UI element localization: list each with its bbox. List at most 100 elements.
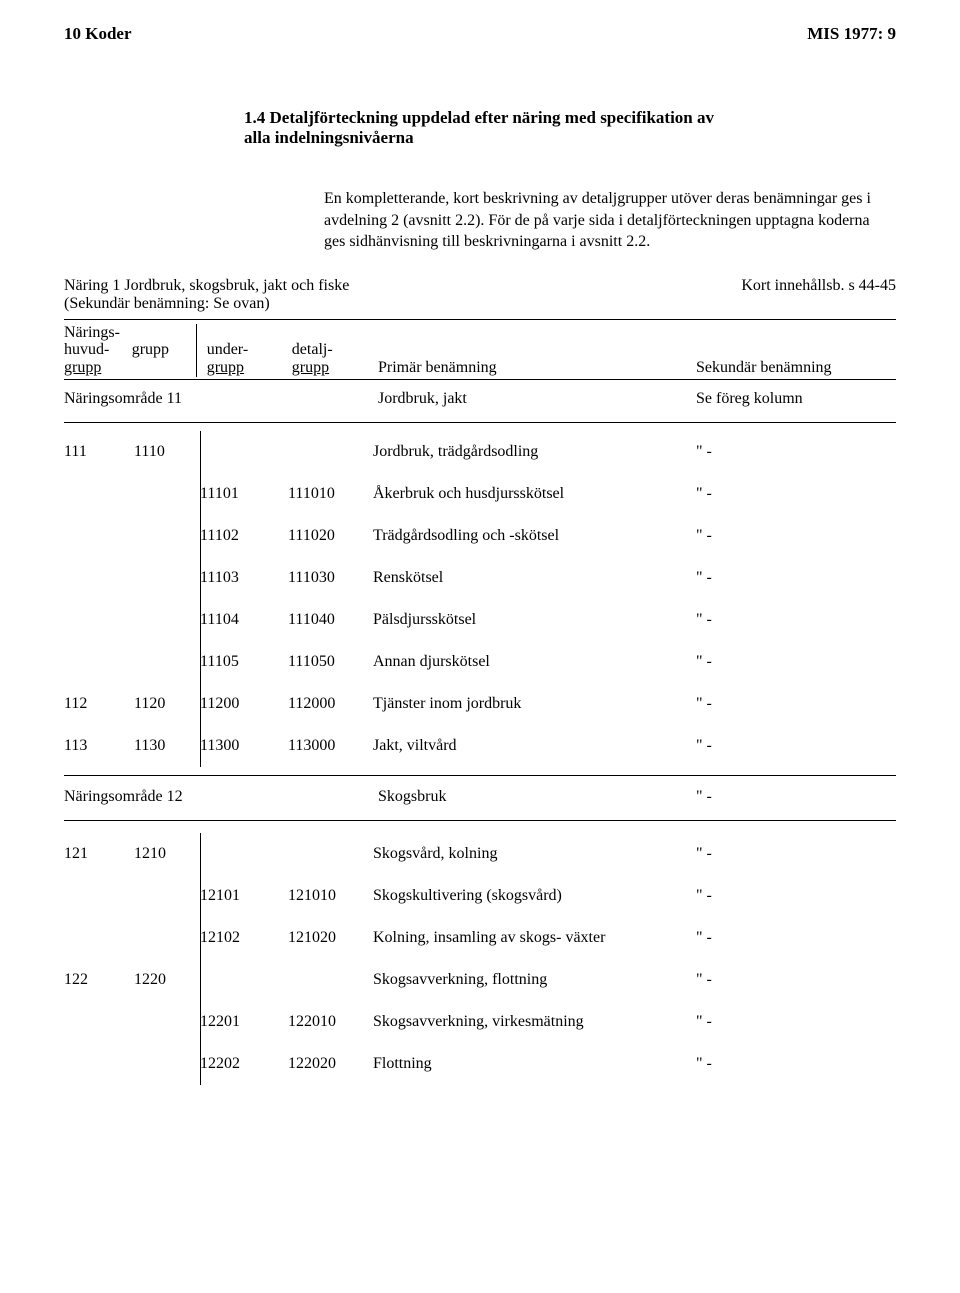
table-row: 12102121020Kolning, insamling av skogs- … — [64, 917, 896, 959]
area-12-row: Näringsområde 12 Skogsbruk " - — [64, 788, 896, 806]
col-primar: Primär benämning — [374, 359, 696, 377]
cell-under: 11105 — [200, 641, 288, 683]
cell-detalj: 111040 — [288, 599, 373, 641]
cell-huvud — [64, 875, 134, 917]
cell-grupp: 1130 — [134, 725, 200, 767]
cell-secondary: " - — [696, 1001, 896, 1043]
column-header-left: Närings- huvud- grupp grupp under- grupp… — [64, 324, 374, 377]
cell-primary: Flottning — [373, 1043, 696, 1085]
cell-secondary: " - — [696, 641, 896, 683]
cell-secondary: " - — [696, 515, 896, 557]
col-grupp-label: grupp — [132, 341, 169, 358]
cell-huvud — [64, 641, 134, 683]
cell-secondary: " - — [696, 431, 896, 473]
cell-huvud: 122 — [64, 959, 134, 1001]
cell-under — [200, 431, 288, 473]
cell-under: 12102 — [200, 917, 288, 959]
col-detalj-1: detalj- — [292, 341, 333, 358]
cell-grupp — [134, 641, 200, 683]
cell-detalj — [288, 959, 373, 1001]
cell-grupp: 1220 — [134, 959, 200, 1001]
table-12: 1211210Skogsvård, kolning" -12101121010S… — [64, 833, 896, 1085]
cell-secondary: " - — [696, 959, 896, 1001]
cell-primary: Jordbruk, trädgårdsodling — [373, 431, 696, 473]
cell-grupp — [134, 557, 200, 599]
header-left: 10 Koder — [64, 24, 132, 44]
cell-secondary: " - — [696, 473, 896, 515]
cell-under: 11102 — [200, 515, 288, 557]
cell-grupp: 1210 — [134, 833, 200, 875]
cell-grupp — [134, 515, 200, 557]
page: 10 Koder MIS 1977: 9 1.4 Detaljförteckni… — [0, 0, 960, 1293]
cell-detalj: 122020 — [288, 1043, 373, 1085]
header-right: MIS 1977: 9 — [807, 24, 896, 44]
cell-huvud — [64, 1043, 134, 1085]
col-detalj-2: grupp — [292, 359, 329, 376]
table-row: 11102111020Trädgårdsodling och -skötsel"… — [64, 515, 896, 557]
cell-huvud — [64, 599, 134, 641]
table-row: 112112011200112000Tjänster inom jordbruk… — [64, 683, 896, 725]
cell-primary: Renskötsel — [373, 557, 696, 599]
col-narings-2: huvud- — [64, 341, 109, 358]
cell-grupp — [134, 473, 200, 515]
cell-under — [200, 833, 288, 875]
cell-primary: Skogsavverkning, flottning — [373, 959, 696, 1001]
cell-secondary: " - — [696, 917, 896, 959]
cell-primary: Kolning, insamling av skogs- växter — [373, 917, 696, 959]
cell-under: 11300 — [200, 725, 288, 767]
cell-detalj: 122010 — [288, 1001, 373, 1043]
intro-text: En kompletterande, kort beskrivning av d… — [324, 188, 884, 253]
cell-primary: Trädgårdsodling och -skötsel — [373, 515, 696, 557]
cell-under — [200, 959, 288, 1001]
table-row: 1111110Jordbruk, trädgårdsodling" - — [64, 431, 896, 473]
cell-under: 12101 — [200, 875, 288, 917]
cell-huvud — [64, 557, 134, 599]
subhead-right: Kort innehållsb. s 44-45 — [741, 277, 896, 313]
cell-grupp — [134, 917, 200, 959]
cell-secondary: " - — [696, 1043, 896, 1085]
table-row: 11101111010Åkerbruk och husdjursskötsel"… — [64, 473, 896, 515]
cell-under: 11101 — [200, 473, 288, 515]
cell-secondary: " - — [696, 599, 896, 641]
cell-primary: Skogsavverkning, virkesmätning — [373, 1001, 696, 1043]
cell-detalj: 111030 — [288, 557, 373, 599]
cell-under: 12202 — [200, 1043, 288, 1085]
area-11-secondary: Se föreg kolumn — [696, 390, 896, 408]
table-row: 12202122020Flottning" - — [64, 1043, 896, 1085]
cell-secondary: " - — [696, 557, 896, 599]
subhead-left-line1: Näring 1 Jordbruk, skogsbruk, jakt och f… — [64, 277, 349, 295]
cell-primary: Skogskultivering (skogsvård) — [373, 875, 696, 917]
col-sekundar: Sekundär benämning — [696, 359, 896, 377]
cell-secondary: " - — [696, 875, 896, 917]
cell-under: 12201 — [200, 1001, 288, 1043]
area-12-secondary: " - — [696, 788, 896, 806]
cell-detalj — [288, 431, 373, 473]
cell-under: 11103 — [200, 557, 288, 599]
col-grupp: grupp — [132, 324, 196, 377]
subhead-left-line2: (Sekundär benämning: Se ovan) — [64, 295, 349, 313]
cell-detalj — [288, 833, 373, 875]
cell-under: 11104 — [200, 599, 288, 641]
cell-secondary: " - — [696, 833, 896, 875]
cell-huvud — [64, 917, 134, 959]
rule — [64, 775, 896, 776]
cell-huvud — [64, 515, 134, 557]
table-row: 1221220 Skogsavverkning, flottning" - — [64, 959, 896, 1001]
area-11-label: Näringsområde 11 — [64, 390, 374, 408]
col-under-2: grupp — [207, 359, 244, 376]
cell-huvud — [64, 1001, 134, 1043]
table-row: 12101121010Skogskultivering (skogsvård)"… — [64, 875, 896, 917]
cell-grupp — [134, 599, 200, 641]
area-11-row: Näringsområde 11 Jordbruk, jakt Se föreg… — [64, 390, 896, 423]
table-11: 1111110Jordbruk, trädgårdsodling" -11101… — [64, 431, 896, 767]
cell-huvud: 113 — [64, 725, 134, 767]
col-narings: Närings- huvud- grupp — [64, 324, 132, 377]
cell-primary: Annan djurskötsel — [373, 641, 696, 683]
cell-primary: Tjänster inom jordbruk — [373, 683, 696, 725]
cell-detalj: 111010 — [288, 473, 373, 515]
cell-huvud: 111 — [64, 431, 134, 473]
cell-huvud: 112 — [64, 683, 134, 725]
col-narings-1: Närings- — [64, 324, 120, 341]
cell-grupp — [134, 1043, 200, 1085]
table-row: 11104111040Pälsdjursskötsel" - — [64, 599, 896, 641]
